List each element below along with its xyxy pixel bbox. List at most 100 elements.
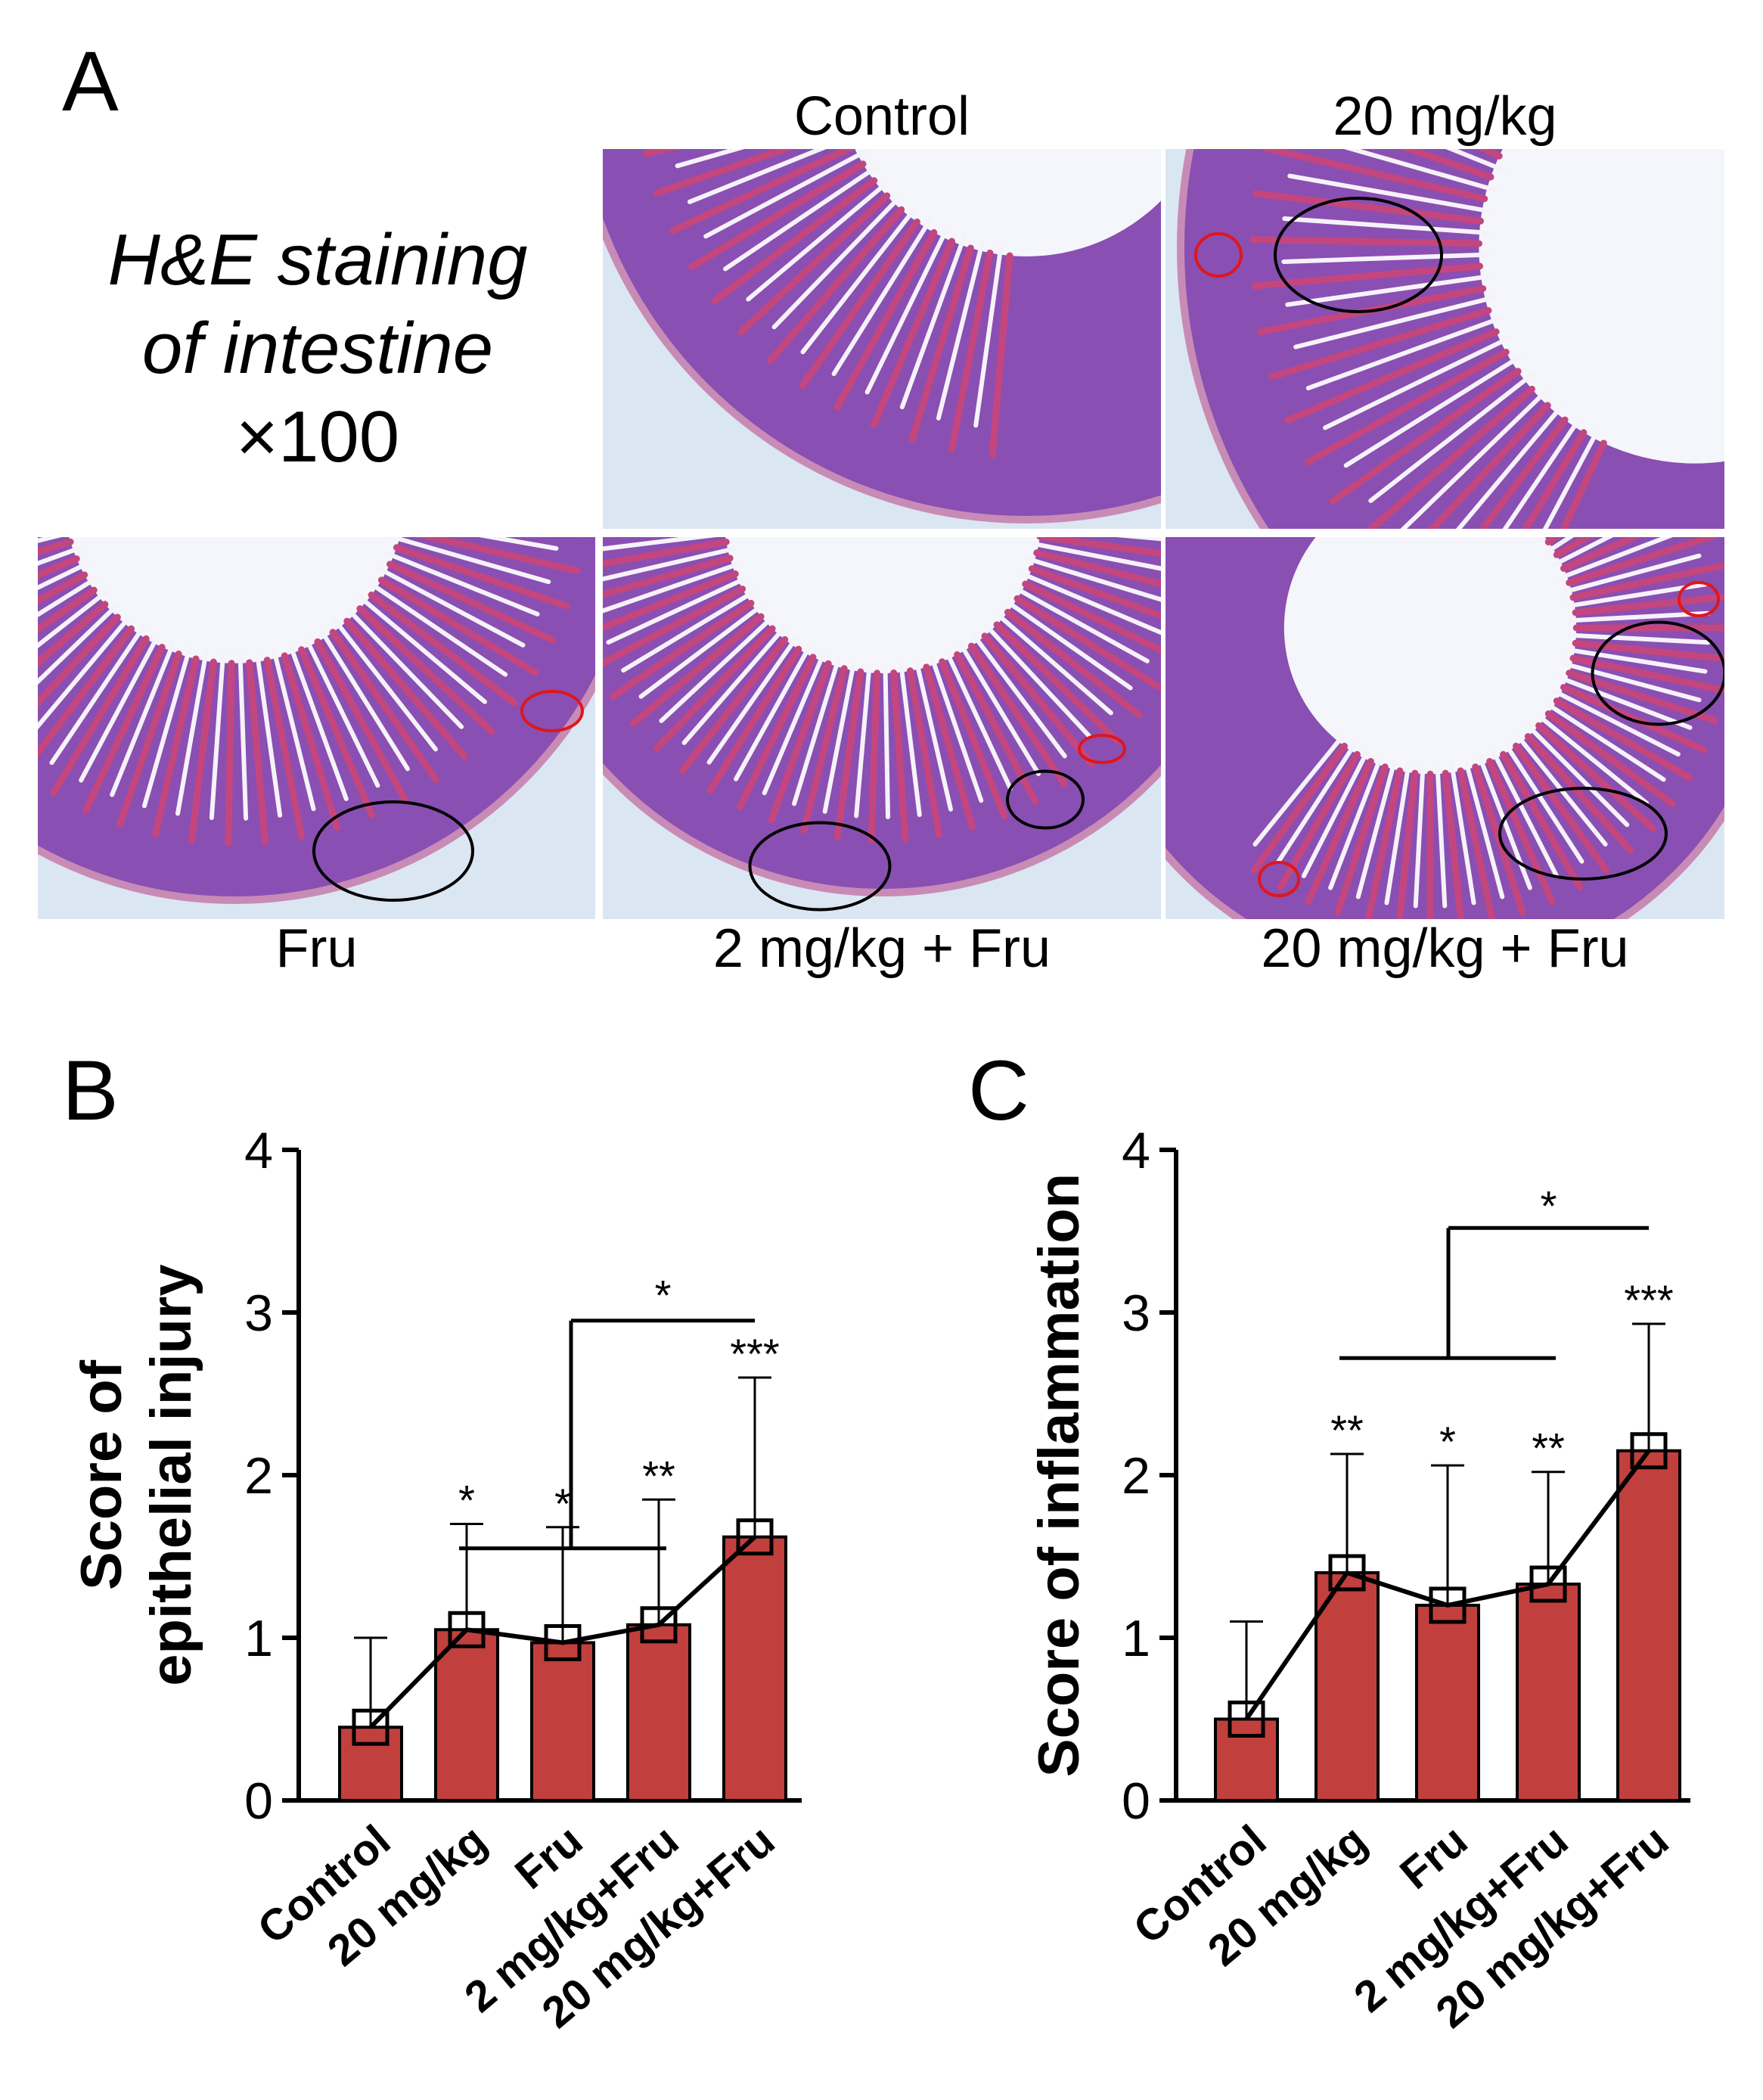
bar xyxy=(530,1641,595,1802)
villus xyxy=(1284,328,1500,424)
y-tick-label: 4 xyxy=(244,1122,273,1179)
villus-gap xyxy=(368,580,508,677)
panel-letter: B xyxy=(62,1043,119,1138)
y-tick-label: 0 xyxy=(1122,1772,1150,1830)
trend-line xyxy=(368,1535,757,1729)
he-title-line-1: H&E staining xyxy=(107,219,528,300)
y-tick-label: 3 xyxy=(244,1285,273,1342)
villus xyxy=(1522,429,1588,529)
villus-gap xyxy=(1305,315,1504,391)
red-annotation-circle xyxy=(1194,232,1243,278)
villus xyxy=(711,177,878,305)
villus xyxy=(993,621,1120,744)
villus-gap xyxy=(854,663,872,819)
villus xyxy=(38,614,121,708)
data-point-marker xyxy=(448,1611,486,1648)
lumen xyxy=(1283,537,1577,775)
villus xyxy=(1261,149,1488,203)
villus xyxy=(1305,757,1374,905)
data-point-marker xyxy=(1429,1586,1467,1624)
tile-label-2mgkg-fru: 2 mg/kg + Fru xyxy=(712,918,1051,979)
y-axis-label: Score ofepithelial injury xyxy=(70,1264,203,1685)
villus xyxy=(868,669,881,843)
bar xyxy=(1516,1583,1581,1803)
villus-gap xyxy=(944,649,1013,791)
villus-gap xyxy=(346,607,464,729)
villus-gap xyxy=(1276,742,1357,864)
red-annotation-circle xyxy=(520,690,584,732)
villus-gap xyxy=(38,545,84,566)
villus xyxy=(1364,767,1404,919)
significance-label: ** xyxy=(642,1452,675,1499)
villus-gap xyxy=(703,149,869,239)
villus-gap xyxy=(1343,149,1500,194)
histology-drawing xyxy=(603,149,1161,529)
data-point-marker xyxy=(1529,1565,1567,1603)
villi-group xyxy=(642,149,1013,458)
villus-gap xyxy=(603,537,717,551)
villi-group xyxy=(1249,149,1607,529)
villus-gap xyxy=(606,576,748,645)
villus-gap xyxy=(389,537,551,585)
lumen xyxy=(69,537,400,663)
villus-gap xyxy=(1029,541,1161,571)
villus-gap xyxy=(971,632,1067,759)
villus xyxy=(766,206,905,364)
black-annotation-ellipse xyxy=(312,800,474,902)
histology-drawing xyxy=(1166,149,1724,529)
villus xyxy=(1513,742,1610,874)
villus-gap xyxy=(38,589,108,648)
villus-gap xyxy=(1413,764,1426,909)
villus-gap xyxy=(1328,755,1383,890)
villus-gap xyxy=(1502,415,1582,529)
villus xyxy=(1560,537,1643,572)
histology-image-20mgkg-fru xyxy=(1166,537,1724,919)
villus xyxy=(948,249,994,453)
villus xyxy=(1560,440,1607,529)
villus xyxy=(386,561,557,644)
villus-gap xyxy=(1400,387,1550,529)
villus-gap xyxy=(831,217,933,377)
villus xyxy=(1560,684,1707,753)
villus-gap xyxy=(49,625,146,766)
villus xyxy=(225,660,235,847)
villus xyxy=(50,635,150,797)
villus-gap xyxy=(1004,598,1133,691)
villus-gap xyxy=(675,149,745,169)
villus-gap xyxy=(332,618,438,752)
villus xyxy=(768,660,832,824)
villus xyxy=(1486,757,1556,905)
villus xyxy=(603,555,734,598)
villus xyxy=(263,657,306,840)
villus-gap xyxy=(899,662,922,818)
villus xyxy=(630,613,765,727)
villus xyxy=(890,669,909,843)
villus-gap xyxy=(1535,713,1649,806)
villus-gap xyxy=(376,566,526,648)
villus-gap xyxy=(1020,571,1161,635)
villus xyxy=(1022,580,1161,654)
significance-label: *** xyxy=(730,1330,779,1378)
villus xyxy=(603,538,730,567)
y-tick-label: 1 xyxy=(1122,1610,1150,1667)
villus xyxy=(870,238,956,429)
bar xyxy=(1616,1449,1681,1802)
villus-gap xyxy=(800,207,917,355)
villus-gap xyxy=(792,657,841,806)
villus xyxy=(706,645,802,794)
villus xyxy=(1500,750,1584,891)
lumen xyxy=(855,149,1161,256)
comparison-significance: * xyxy=(655,1272,672,1319)
villus-gap xyxy=(38,561,90,591)
villus-gap xyxy=(1384,763,1411,906)
villus xyxy=(1553,697,1693,781)
villus xyxy=(246,659,268,846)
villus xyxy=(603,586,746,667)
data-point-marker xyxy=(544,1623,582,1661)
significance-label: * xyxy=(458,1477,475,1524)
he-staining-title: H&E staining of intestine ×100 xyxy=(45,216,590,481)
villus xyxy=(981,632,1095,767)
data-point-marker xyxy=(640,1606,678,1644)
villus xyxy=(1479,416,1569,529)
